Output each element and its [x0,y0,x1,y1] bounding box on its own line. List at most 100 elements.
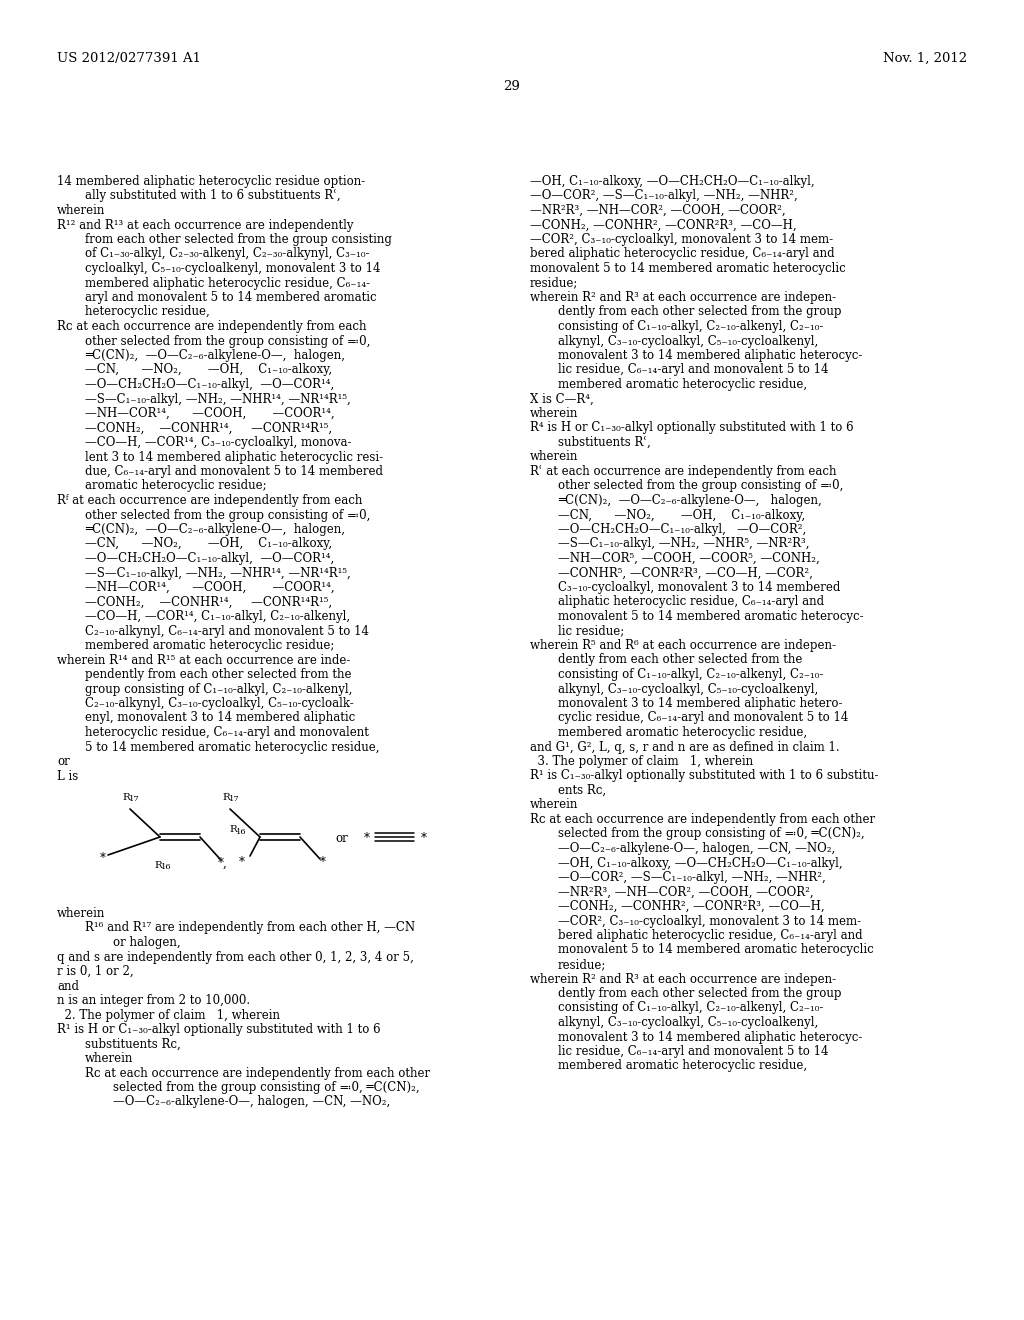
Text: —COR², C₃₋₁₀-cycloalkyl, monovalent 3 to 14 mem-: —COR², C₃₋₁₀-cycloalkyl, monovalent 3 to… [530,234,834,246]
Text: 29: 29 [504,81,520,92]
Text: ents Rᴄ,: ents Rᴄ, [558,784,606,797]
Text: from each other selected from the group consisting: from each other selected from the group … [85,234,392,246]
Text: R⁴ is H or C₁₋₃₀-alkyl optionally substituted with 1 to 6: R⁴ is H or C₁₋₃₀-alkyl optionally substi… [530,421,854,434]
Text: monovalent 5 to 14 membered aromatic heterocyc-: monovalent 5 to 14 membered aromatic het… [558,610,863,623]
Text: ═C(CN)₂,  —O—C₂₋₆-alkylene-O—,  halogen,: ═C(CN)₂, —O—C₂₋₆-alkylene-O—, halogen, [85,348,345,362]
Text: lic residue, C₆₋₁₄-aryl and monovalent 5 to 14: lic residue, C₆₋₁₄-aryl and monovalent 5… [558,1045,828,1059]
Text: lent 3 to 14 membered aliphatic heterocyclic resi-: lent 3 to 14 membered aliphatic heterocy… [85,450,383,463]
Text: wherein: wherein [530,450,579,463]
Text: R: R [229,825,237,834]
Text: n is an integer from 2 to 10,000.: n is an integer from 2 to 10,000. [57,994,250,1007]
Text: membered aromatic heterocyclic residue,: membered aromatic heterocyclic residue, [558,726,807,739]
Text: —S—C₁₋₁₀-alkyl, —NH₂, —NHR¹⁴, —NR¹⁴R¹⁵,: —S—C₁₋₁₀-alkyl, —NH₂, —NHR¹⁴, —NR¹⁴R¹⁵, [85,566,351,579]
Text: —CONH₂, —CONHR², —CONR²R³, —CO—H,: —CONH₂, —CONHR², —CONR²R³, —CO—H, [558,900,824,913]
Text: —COR², C₃₋₁₀-cycloalkyl, monovalent 3 to 14 mem-: —COR², C₃₋₁₀-cycloalkyl, monovalent 3 to… [558,915,861,928]
Text: alkynyl, C₃₋₁₀-cycloalkyl, C₅₋₁₀-cycloalkenyl,: alkynyl, C₃₋₁₀-cycloalkyl, C₅₋₁₀-cycloal… [558,1016,818,1030]
Text: —CO—H, —COR¹⁴, C₃₋₁₀-cycloalkyl, monova-: —CO—H, —COR¹⁴, C₃₋₁₀-cycloalkyl, monova- [85,436,351,449]
Text: —CN,      —NO₂,       —OH,    C₁₋₁₀-alkoxy,: —CN, —NO₂, —OH, C₁₋₁₀-alkoxy, [85,537,332,550]
Text: or: or [57,755,70,768]
Text: 14 membered aliphatic heterocyclic residue option-: 14 membered aliphatic heterocyclic resid… [57,176,366,187]
Text: X is C—R⁴,: X is C—R⁴, [530,392,594,405]
Text: Nov. 1, 2012: Nov. 1, 2012 [883,51,967,65]
Text: dently from each other selected from the group: dently from each other selected from the… [558,305,842,318]
Text: R: R [222,792,229,801]
Text: 16: 16 [161,863,171,871]
Text: consisting of C₁₋₁₀-alkyl, C₂₋₁₀-alkenyl, C₂₋₁₀-: consisting of C₁₋₁₀-alkyl, C₂₋₁₀-alkenyl… [558,668,823,681]
Text: —CONHR⁵, —CONR²R³, —CO—H, —COR²,: —CONHR⁵, —CONR²R³, —CO—H, —COR², [558,566,813,579]
Text: consisting of C₁₋₁₀-alkyl, C₂₋₁₀-alkenyl, C₂₋₁₀-: consisting of C₁₋₁₀-alkyl, C₂₋₁₀-alkenyl… [558,319,823,333]
Text: US 2012/0277391 A1: US 2012/0277391 A1 [57,51,201,65]
Text: —O—C₂₋₆-alkylene-O—, halogen, —CN, —NO₂,: —O—C₂₋₆-alkylene-O—, halogen, —CN, —NO₂, [113,1096,390,1109]
Text: aryl and monovalent 5 to 14 membered aromatic: aryl and monovalent 5 to 14 membered aro… [85,290,377,304]
Text: wherein: wherein [85,1052,133,1065]
Text: 5 to 14 membered aromatic heterocyclic residue,: 5 to 14 membered aromatic heterocyclic r… [85,741,380,754]
Text: of C₁₋₃₀-alkyl, C₂₋₃₀-alkenyl, C₂₋₃₀-alkynyl, C₃₋₁₀-: of C₁₋₃₀-alkyl, C₂₋₃₀-alkenyl, C₂₋₃₀-alk… [85,248,370,260]
Text: membered aromatic heterocyclic residue,: membered aromatic heterocyclic residue, [558,378,807,391]
Text: membered aliphatic heterocyclic residue, C₆₋₁₄-: membered aliphatic heterocyclic residue,… [85,276,370,289]
Text: or: or [336,833,348,846]
Text: 2. The polymer of claim  1, wherein: 2. The polymer of claim 1, wherein [57,1008,280,1022]
Text: ═C(CN)₂,  —O—C₂₋₆-alkylene-O—,   halogen,: ═C(CN)₂, —O—C₂₋₆-alkylene-O—, halogen, [558,494,821,507]
Text: Rʿ at each occurrence are independently from each: Rʿ at each occurrence are independently … [530,465,837,478]
Text: —CONH₂, —CONHR², —CONR²R³, —CO—H,: —CONH₂, —CONHR², —CONR²R³, —CO—H, [530,219,797,231]
Text: wherein: wherein [57,205,105,216]
Text: selected from the group consisting of ≕0, ═C(CN)₂,: selected from the group consisting of ≕0… [558,828,864,841]
Text: membered aromatic heterocyclic residue;: membered aromatic heterocyclic residue; [85,639,335,652]
Text: bered aliphatic heterocyclic residue, C₆₋₁₄-aryl and: bered aliphatic heterocyclic residue, C₆… [530,248,835,260]
Text: residue;: residue; [530,276,579,289]
Text: membered aromatic heterocyclic residue,: membered aromatic heterocyclic residue, [558,1060,807,1072]
Text: *: * [364,833,370,846]
Text: alkynyl, C₃₋₁₀-cycloalkyl, C₅₋₁₀-cycloalkenyl,: alkynyl, C₃₋₁₀-cycloalkyl, C₅₋₁₀-cycloal… [558,682,818,696]
Text: Rᴄ at each occurrence are independently from each other: Rᴄ at each occurrence are independently … [530,813,876,826]
Text: —NR²R³, —NH—COR², —COOH, —COOR²,: —NR²R³, —NH—COR², —COOH, —COOR², [558,886,814,899]
Text: wherein R¹⁴ and R¹⁵ at each occurrence are inde-: wherein R¹⁴ and R¹⁵ at each occurrence a… [57,653,350,667]
Text: consisting of C₁₋₁₀-alkyl, C₂₋₁₀-alkenyl, C₂₋₁₀-: consisting of C₁₋₁₀-alkyl, C₂₋₁₀-alkenyl… [558,1002,823,1015]
Text: C₂₋₁₀-alkynyl, C₃₋₁₀-cycloalkyl, C₅₋₁₀-cycloalk-: C₂₋₁₀-alkynyl, C₃₋₁₀-cycloalkyl, C₅₋₁₀-c… [85,697,353,710]
Text: R¹⁶ and R¹⁷ are independently from each other H, —CN: R¹⁶ and R¹⁷ are independently from each … [85,921,415,935]
Text: monovalent 5 to 14 membered aromatic heterocyclic: monovalent 5 to 14 membered aromatic het… [530,261,846,275]
Text: —NR²R³, —NH—COR², —COOH, —COOR²,: —NR²R³, —NH—COR², —COOH, —COOR², [530,205,785,216]
Text: R¹ is H or C₁₋₃₀-alkyl optionally substituted with 1 to 6: R¹ is H or C₁₋₃₀-alkyl optionally substi… [57,1023,381,1036]
Text: *: * [319,857,326,870]
Text: bered aliphatic heterocyclic residue, C₆₋₁₄-aryl and: bered aliphatic heterocyclic residue, C₆… [558,929,862,942]
Text: R¹² and R¹³ at each occurrence are independently: R¹² and R¹³ at each occurrence are indep… [57,219,353,231]
Text: —NH—COR¹⁴,      —COOH,       —COOR¹⁴,: —NH—COR¹⁴, —COOH, —COOR¹⁴, [85,581,335,594]
Text: —CONH₂,    —CONHR¹⁴,     —CONR¹⁴R¹⁵,: —CONH₂, —CONHR¹⁴, —CONR¹⁴R¹⁵, [85,421,332,434]
Text: *: * [421,833,427,846]
Text: monovalent 3 to 14 membered aliphatic heterocyc-: monovalent 3 to 14 membered aliphatic he… [558,348,862,362]
Text: —OH, C₁₋₁₀-alkoxy, —O—CH₂CH₂O—C₁₋₁₀-alkyl,: —OH, C₁₋₁₀-alkoxy, —O—CH₂CH₂O—C₁₋₁₀-alky… [558,857,843,870]
Text: Rᶠ at each occurrence are independently from each: Rᶠ at each occurrence are independently … [57,494,362,507]
Text: wherein: wherein [530,799,579,812]
Text: —CN,      —NO₂,       —OH,    C₁₋₁₀-alkoxy,: —CN, —NO₂, —OH, C₁₋₁₀-alkoxy, [558,508,805,521]
Text: —O—CH₂CH₂O—C₁₋₁₀-alkyl,  —O—COR¹⁴,: —O—CH₂CH₂O—C₁₋₁₀-alkyl, —O—COR¹⁴, [85,378,334,391]
Text: —O—C₂₋₆-alkylene-O—, halogen, —CN, —NO₂,: —O—C₂₋₆-alkylene-O—, halogen, —CN, —NO₂, [558,842,836,855]
Text: C₃₋₁₀-cycloalkyl, monovalent 3 to 14 membered: C₃₋₁₀-cycloalkyl, monovalent 3 to 14 mem… [558,581,841,594]
Text: other selected from the group consisting of ≕0,: other selected from the group consisting… [85,508,371,521]
Text: aromatic heterocyclic residue;: aromatic heterocyclic residue; [85,479,266,492]
Text: q and s are independently from each other 0, 1, 2, 3, 4 or 5,: q and s are independently from each othe… [57,950,414,964]
Text: pendently from each other selected from the: pendently from each other selected from … [85,668,351,681]
Text: monovalent 5 to 14 membered aromatic heterocyclic: monovalent 5 to 14 membered aromatic het… [558,944,873,957]
Text: other selected from the group consisting of ≕0,: other selected from the group consisting… [558,479,844,492]
Text: r is 0, 1 or 2,: r is 0, 1 or 2, [57,965,133,978]
Text: heterocyclic residue,: heterocyclic residue, [85,305,210,318]
Text: wherein R⁵ and R⁶ at each occurrence are indepen-: wherein R⁵ and R⁶ at each occurrence are… [530,639,836,652]
Text: —S—C₁₋₁₀-alkyl, —NH₂, —NHR¹⁴, —NR¹⁴R¹⁵,: —S—C₁₋₁₀-alkyl, —NH₂, —NHR¹⁴, —NR¹⁴R¹⁵, [85,392,351,405]
Text: 3. The polymer of claim  1, wherein: 3. The polymer of claim 1, wherein [530,755,753,768]
Text: —O—CH₂CH₂O—C₁₋₁₀-alkyl,  —O—COR¹⁴,: —O—CH₂CH₂O—C₁₋₁₀-alkyl, —O—COR¹⁴, [85,552,334,565]
Text: dently from each other selected from the: dently from each other selected from the [558,653,803,667]
Text: *: * [100,853,106,866]
Text: —NH—COR¹⁴,      —COOH,       —COOR¹⁴,: —NH—COR¹⁴, —COOH, —COOR¹⁴, [85,407,335,420]
Text: lic residue;: lic residue; [558,624,625,638]
Text: other selected from the group consisting of ≕0,: other selected from the group consisting… [85,334,371,347]
Text: —O—CH₂CH₂O—C₁₋₁₀-alkyl,   —O—COR²,: —O—CH₂CH₂O—C₁₋₁₀-alkyl, —O—COR², [558,523,806,536]
Text: —NH—COR⁵, —COOH, —COOR⁵, —CONH₂,: —NH—COR⁵, —COOH, —COOR⁵, —CONH₂, [558,552,820,565]
Text: monovalent 3 to 14 membered aliphatic heterocyc-: monovalent 3 to 14 membered aliphatic he… [558,1031,862,1044]
Text: aliphatic heterocyclic residue, C₆₋₁₄-aryl and: aliphatic heterocyclic residue, C₆₋₁₄-ar… [558,595,824,609]
Text: due, C₆₋₁₄-aryl and monovalent 5 to 14 membered: due, C₆₋₁₄-aryl and monovalent 5 to 14 m… [85,465,383,478]
Text: or halogen,: or halogen, [113,936,180,949]
Text: ally substituted with 1 to 6 substituents Rʿ,: ally substituted with 1 to 6 substituent… [85,190,341,202]
Text: —CONH₂,    —CONHR¹⁴,     —CONR¹⁴R¹⁵,: —CONH₂, —CONHR¹⁴, —CONR¹⁴R¹⁵, [85,595,332,609]
Text: L is: L is [57,770,78,783]
Text: substituents Rᴄ,: substituents Rᴄ, [85,1038,181,1051]
